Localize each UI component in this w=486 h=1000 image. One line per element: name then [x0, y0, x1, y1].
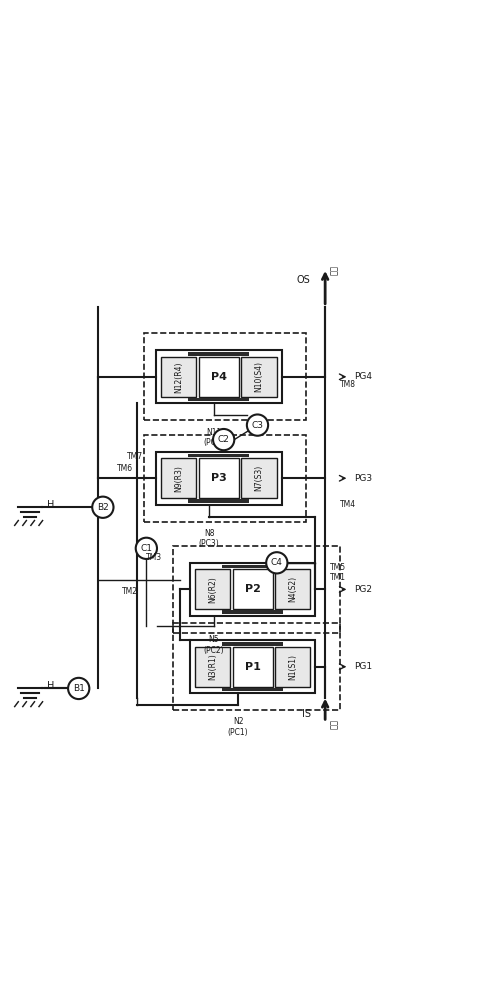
Text: OS: OS — [297, 275, 311, 285]
Text: TM2: TM2 — [122, 587, 138, 596]
Bar — [144, 435, 306, 522]
Text: N5
(PC2): N5 (PC2) — [204, 635, 225, 655]
Text: PG3: PG3 — [354, 474, 372, 483]
Text: N4(S2): N4(S2) — [288, 576, 297, 602]
Bar — [173, 623, 340, 710]
Text: C2: C2 — [218, 435, 229, 444]
Text: N7(S3): N7(S3) — [255, 465, 263, 491]
Bar — [222, 642, 283, 646]
Text: P2: P2 — [245, 584, 260, 594]
Bar — [144, 333, 306, 420]
Circle shape — [213, 429, 234, 450]
Bar — [275, 647, 311, 687]
Text: N8
(PC3): N8 (PC3) — [199, 529, 220, 548]
Bar — [188, 454, 249, 457]
Text: TM6: TM6 — [117, 464, 134, 473]
Bar — [156, 452, 282, 505]
Bar — [242, 458, 277, 498]
Text: PG2: PG2 — [354, 585, 372, 594]
Circle shape — [68, 678, 89, 699]
Text: N11
(PC4): N11 (PC4) — [204, 428, 225, 447]
Bar — [156, 350, 282, 403]
Text: C4: C4 — [271, 558, 283, 567]
Text: C1: C1 — [140, 544, 152, 553]
Bar — [222, 565, 283, 568]
Text: N6(R2): N6(R2) — [208, 576, 217, 603]
Bar — [233, 569, 273, 609]
Text: TM1: TM1 — [330, 573, 346, 582]
Circle shape — [136, 538, 157, 559]
Bar — [222, 610, 283, 614]
Text: PG1: PG1 — [354, 662, 372, 671]
Text: TM3: TM3 — [146, 553, 162, 562]
Text: P4: P4 — [211, 372, 227, 382]
Bar — [199, 357, 239, 397]
Text: TM5: TM5 — [330, 563, 346, 572]
Bar — [161, 458, 196, 498]
Text: N12(R4): N12(R4) — [174, 361, 183, 393]
Text: 输出: 输出 — [330, 265, 339, 275]
Bar — [275, 569, 311, 609]
Text: TM7: TM7 — [127, 452, 143, 461]
Text: P1: P1 — [245, 662, 260, 672]
Text: N1(S1): N1(S1) — [288, 654, 297, 680]
Text: N2
(PC1): N2 (PC1) — [228, 717, 248, 737]
Text: C3: C3 — [251, 421, 263, 430]
Bar — [195, 647, 230, 687]
Text: PG4: PG4 — [354, 372, 372, 381]
Text: B1: B1 — [73, 684, 85, 693]
Bar — [195, 569, 230, 609]
Text: TM4: TM4 — [340, 500, 356, 509]
Bar — [161, 357, 196, 397]
Bar — [188, 499, 249, 503]
Text: H: H — [47, 500, 54, 510]
Bar — [188, 398, 249, 401]
Bar — [190, 640, 315, 693]
Text: TM8: TM8 — [340, 380, 356, 389]
Text: 输入: 输入 — [330, 719, 339, 729]
Text: N9(R3): N9(R3) — [174, 465, 183, 492]
Text: B2: B2 — [97, 503, 109, 512]
Bar — [242, 357, 277, 397]
Bar — [222, 688, 283, 691]
Text: H: H — [47, 681, 54, 691]
Circle shape — [92, 497, 114, 518]
Bar — [199, 458, 239, 498]
Bar — [173, 546, 340, 633]
Circle shape — [247, 414, 268, 436]
Text: IS: IS — [302, 709, 311, 719]
Bar — [190, 563, 315, 616]
Circle shape — [266, 552, 287, 573]
Text: P3: P3 — [211, 473, 226, 483]
Text: N3(R1): N3(R1) — [208, 653, 217, 680]
Bar — [188, 352, 249, 356]
Bar — [233, 647, 273, 687]
Text: N10(S4): N10(S4) — [255, 361, 263, 392]
